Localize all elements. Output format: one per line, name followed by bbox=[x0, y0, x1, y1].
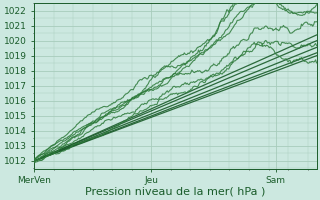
X-axis label: Pression niveau de la mer( hPa ): Pression niveau de la mer( hPa ) bbox=[85, 187, 266, 197]
